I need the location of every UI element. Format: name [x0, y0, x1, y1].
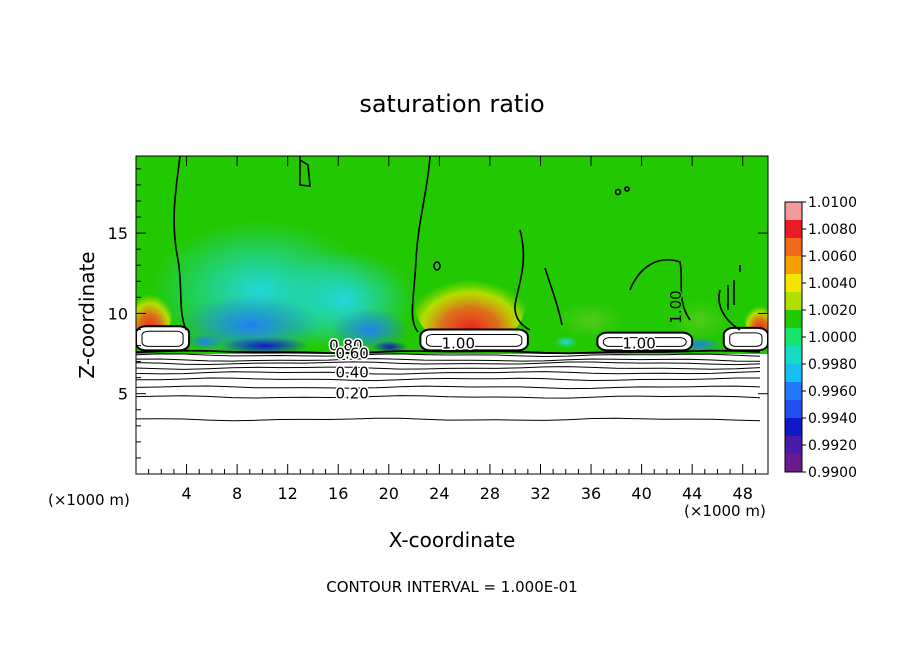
cloud-inner-contour	[602, 337, 687, 347]
y-tick-label: 15	[108, 224, 128, 243]
colorbar-label: 0.9960	[808, 384, 857, 400]
contour-line	[136, 366, 761, 370]
y-tick-label: 10	[108, 304, 128, 323]
colorbar-swatch	[785, 220, 802, 239]
x-tick-label: 24	[429, 484, 449, 503]
colorbar-label: 1.0100	[808, 195, 857, 211]
saturated-lower-region	[136, 354, 768, 474]
contour-line	[136, 349, 761, 355]
colorbar-swatch	[785, 310, 802, 329]
x-tick-label: 4	[181, 484, 191, 503]
colorbar-swatch	[785, 292, 802, 311]
colorbar-swatch	[785, 454, 802, 473]
x-tick-label: 40	[631, 484, 651, 503]
contour-label: 0.80	[329, 336, 362, 354]
y-axis-label: Z-coordinate	[75, 251, 99, 378]
contour-line	[136, 361, 761, 366]
y-axis: 5 10 15	[108, 168, 768, 459]
cloud-inner-contour	[141, 330, 184, 347]
x-tick-label: 8	[232, 484, 242, 503]
contour-label: 0.40	[335, 364, 368, 382]
colorbar-swatch	[785, 256, 802, 275]
cloud-inner-contour	[425, 333, 523, 347]
x-axis-unit-left: (×1000 m)	[48, 491, 130, 509]
colorbar-label: 1.0060	[808, 249, 857, 265]
colorbar-swatch	[785, 274, 802, 293]
x-tick-label: 20	[379, 484, 399, 503]
contour-label: 1.00	[442, 335, 475, 353]
contour-lines	[136, 349, 761, 422]
colorbar-label: 1.0040	[808, 276, 857, 292]
x-tick-label: 16	[328, 484, 348, 503]
contour-line	[136, 353, 761, 358]
x-axis: 4 8 12 16 20 24 28 32 36 40 44 48	[148, 156, 756, 503]
chart-title: saturation ratio	[359, 90, 544, 118]
colorbar-swatch	[785, 238, 802, 257]
colorbar-swatch	[785, 364, 802, 383]
contour-label: 1.00	[667, 290, 685, 323]
colorbar-swatch	[785, 418, 802, 437]
colorbar-label: 1.0020	[808, 303, 857, 319]
colorbar-label: 1.0080	[808, 222, 857, 238]
colorbar-label: 0.9900	[808, 465, 857, 481]
cloud-layer	[722, 326, 768, 352]
contour-line	[136, 385, 761, 390]
x-tick-label: 36	[581, 484, 601, 503]
colorbar-label: 1.0000	[808, 330, 857, 346]
contour-label: 1.00	[622, 335, 655, 353]
x-tick-label: 44	[682, 484, 702, 503]
x-tick-label: 12	[278, 484, 298, 503]
cloud-layers	[136, 325, 768, 352]
contour-line	[136, 358, 761, 362]
colorbar-swatch	[785, 202, 802, 221]
contour-line	[136, 371, 761, 375]
colorbar: 1.0100 1.0080 1.0060 1.0040 1.0020 1.0000 0.99…	[784, 195, 857, 481]
contour-line	[136, 395, 761, 399]
contour-interval-note: CONTOUR INTERVAL = 1.000E-01	[326, 578, 577, 596]
colorbar-swatch	[785, 382, 802, 401]
contour-line	[136, 377, 760, 382]
colorbar-swatch	[785, 328, 802, 347]
colorbar-label: 0.9940	[808, 411, 857, 427]
colorbar-swatch	[785, 400, 802, 419]
contour-label: 0.60	[335, 344, 368, 362]
contour-label: 0.20	[335, 385, 368, 403]
plot-area: 0.800.60 0.40 0.20 1.00 1.00 1.00	[136, 156, 768, 474]
contour-labels: 0.800.60 0.40 0.20 1.00 1.00 1.00	[328, 289, 687, 404]
colorbar-swatch	[785, 346, 802, 365]
x-tick-label: 48	[733, 484, 753, 503]
x-tick-label: 32	[530, 484, 550, 503]
upper-contours	[173, 156, 741, 333]
x-axis-label: X-coordinate	[389, 528, 516, 552]
colorbar-label: 0.9980	[808, 357, 857, 373]
x-tick-label: 28	[480, 484, 500, 503]
x-axis-unit-right: (×1000 m)	[684, 502, 766, 520]
colorbar-swatch	[785, 436, 802, 455]
contour-line	[136, 417, 761, 422]
y-tick-label: 5	[118, 385, 128, 404]
cloud-inner-contour	[729, 332, 763, 347]
colorbar-label: 0.9920	[808, 438, 857, 454]
